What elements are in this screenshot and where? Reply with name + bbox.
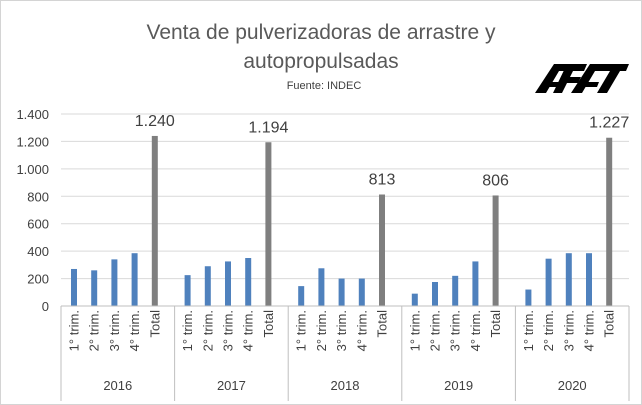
bar-total	[265, 142, 272, 306]
y-axis-ticks: 0 200 400 600 800 1.000 1.200 1.400	[16, 107, 49, 314]
category-label: 2° trim.	[314, 310, 329, 351]
chart-source: Fuente: INDEC	[287, 80, 362, 92]
bar-quarter	[204, 266, 211, 306]
bar-quarter	[411, 293, 418, 306]
total-data-label: 1.194	[248, 119, 288, 136]
year-label: 2019	[444, 378, 473, 393]
category-label: 2° trim.	[200, 310, 215, 351]
category-label: Total	[261, 310, 276, 338]
afat-logo	[535, 64, 629, 93]
category-label: 4° trim.	[354, 310, 369, 351]
category-label: 3° trim.	[334, 310, 349, 351]
bar-quarter	[586, 253, 592, 306]
bar-quarter	[565, 253, 572, 306]
y-tick-label: 200	[27, 272, 49, 287]
y-tick-label: 400	[27, 244, 49, 259]
category-label: 4° trim.	[241, 310, 256, 351]
y-tick-label: 800	[27, 189, 49, 204]
bar-total	[151, 135, 158, 306]
y-tick-label: 1.400	[16, 107, 49, 122]
bar-total	[492, 195, 499, 306]
x-axis: 1° trim. 2° trim. 3° trim. 4° trim. Total 201…	[60, 305, 630, 401]
bar-quarter	[432, 282, 438, 306]
bar-quarter	[225, 261, 231, 306]
total-data-label: 813	[369, 172, 396, 189]
category-label: 1° trim.	[180, 310, 195, 351]
category-label: Total	[375, 310, 390, 338]
bar-quarter	[111, 259, 118, 306]
year-label: 2017	[217, 378, 246, 393]
category-label: 3° trim.	[561, 310, 576, 351]
year-label: 2016	[103, 378, 132, 393]
bar-quarter	[338, 278, 345, 306]
category-label: 4° trim.	[468, 310, 483, 351]
category-label: 3° trim.	[221, 310, 236, 351]
grid-lines	[61, 113, 629, 280]
bar-quarter	[358, 278, 365, 306]
bar-quarter	[525, 289, 532, 306]
y-tick-label: 1.000	[16, 162, 49, 177]
bars	[71, 135, 613, 306]
category-label: 2° trim.	[541, 310, 556, 351]
bar-quarter	[298, 286, 305, 306]
category-label: 1° trim.	[67, 310, 82, 351]
y-tick-label: 1.200	[16, 134, 49, 149]
category-label: 4° trim.	[582, 310, 597, 351]
category-label: 2° trim.	[87, 310, 102, 351]
bar-total	[379, 194, 385, 306]
category-label: Total	[147, 310, 162, 338]
year-label: 2018	[331, 378, 360, 393]
category-label: 2° trim.	[428, 310, 443, 351]
bar-quarter	[472, 261, 479, 306]
y-tick-label: 600	[27, 217, 49, 232]
y-tick-label: 0	[42, 299, 49, 314]
bar-quarter	[131, 253, 138, 306]
bar-quarter	[184, 275, 191, 306]
bar-total	[606, 137, 613, 306]
bar-quarter	[452, 275, 459, 306]
total-data-label: 806	[482, 172, 509, 189]
bar-quarter	[318, 268, 325, 306]
bar-quarter	[245, 258, 252, 306]
category-label: 1° trim.	[407, 310, 422, 351]
category-label: 3° trim.	[107, 310, 122, 351]
chart-title-line2: autopropulsadas	[243, 50, 398, 73]
category-label: Total	[488, 310, 503, 338]
category-label: Total	[602, 310, 617, 338]
chart-title-line1: Venta de pulverizadoras de arrastre y	[146, 21, 496, 44]
total-data-label: 1.227	[589, 115, 629, 132]
bar-quarter	[91, 270, 98, 306]
total-labels: 1.240 1.194 813 806 1.227	[135, 113, 630, 190]
bar-quarter	[545, 258, 552, 306]
total-data-label: 1.240	[135, 113, 175, 130]
year-label: 2020	[558, 378, 587, 393]
bar-quarter	[71, 268, 77, 306]
category-label: 1° trim.	[521, 310, 536, 351]
category-label: 1° trim.	[294, 310, 309, 351]
category-label: 4° trim.	[127, 310, 142, 351]
category-label: 3° trim.	[448, 310, 463, 351]
